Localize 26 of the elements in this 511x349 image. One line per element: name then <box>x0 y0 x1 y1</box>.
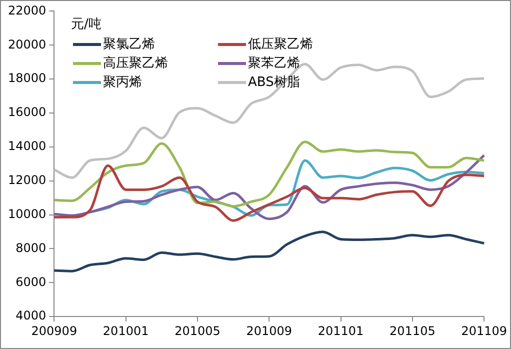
line-series <box>52 230 486 272</box>
legend-label: 低压聚乙烯 <box>248 36 313 53</box>
legend-label: 聚氯乙烯 <box>103 36 155 53</box>
y-tick-label: 22000 <box>8 3 46 18</box>
x-tick-label: 201101 <box>318 324 364 338</box>
legend-label: 聚苯乙烯 <box>248 55 300 72</box>
x-tick-label: 201109 <box>461 324 507 338</box>
y-axis-title: 元/吨 <box>71 16 102 33</box>
x-tick-label: 200909 <box>31 324 78 338</box>
legend-label: 聚丙烯 <box>103 74 142 91</box>
line-series <box>52 140 486 208</box>
y-tick-label: 12000 <box>8 172 46 187</box>
x-tick-label: 201009 <box>246 324 292 338</box>
y-tick-label: 6000 <box>16 274 46 289</box>
x-tick-label: 201001 <box>102 324 149 338</box>
y-tick-label: 4000 <box>16 308 46 323</box>
x-tick-label: 201105 <box>390 324 436 338</box>
y-tick-label: 16000 <box>8 105 46 120</box>
legend-label: 高压聚乙烯 <box>103 55 168 72</box>
legend-label: ABS树脂 <box>248 74 300 91</box>
y-tick-label: 20000 <box>8 37 46 52</box>
y-tick-label: 14000 <box>8 139 46 154</box>
y-tick-label: 8000 <box>16 240 46 255</box>
y-tick-label: 10000 <box>8 206 46 221</box>
y-tick-label: 18000 <box>8 71 46 86</box>
x-tick-label: 201005 <box>174 324 220 338</box>
